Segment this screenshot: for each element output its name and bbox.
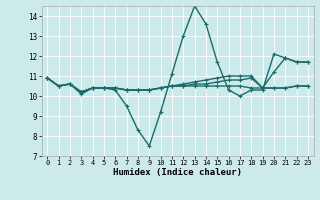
X-axis label: Humidex (Indice chaleur): Humidex (Indice chaleur) <box>113 168 242 177</box>
